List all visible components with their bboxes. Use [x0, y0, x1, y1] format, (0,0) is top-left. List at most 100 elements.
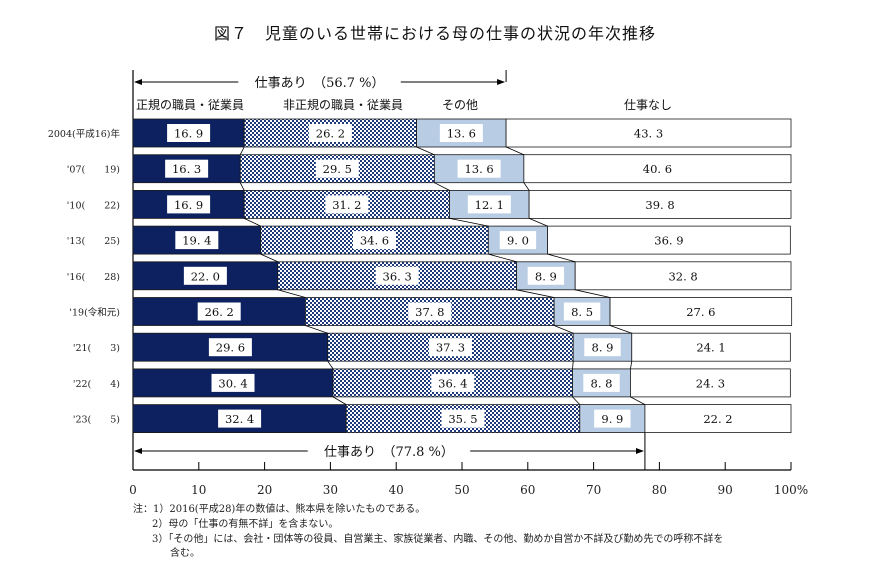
connector-line — [516, 289, 555, 298]
category-label: '21( 3) — [73, 343, 120, 354]
data-label: 34. 6 — [360, 234, 389, 248]
data-label-box — [352, 231, 396, 250]
work-total-bottom-label: 仕事あり （77.8 %） — [324, 445, 454, 460]
connector-line — [523, 182, 530, 191]
data-label: 24. 1 — [696, 341, 725, 355]
connector-line — [416, 146, 435, 156]
connector-line — [528, 218, 548, 227]
data-label-box — [175, 231, 219, 250]
connector-line — [244, 218, 261, 227]
data-label: 16. 9 — [174, 127, 203, 141]
connector-line — [239, 146, 245, 155]
chart-title: 図７ 児童のいる世帯における母の仕事の状況の年次推移 — [214, 24, 656, 43]
data-label: 29. 5 — [323, 162, 352, 176]
data-label: 32. 8 — [668, 269, 697, 283]
connector-line — [488, 253, 517, 263]
data-label-box — [211, 373, 255, 392]
bar-segment — [547, 225, 791, 255]
x-tick-label: 100% — [774, 483, 808, 497]
note-1: 注：1）2016(平成28)年の数値は、熊本県を除いたものである。 — [133, 504, 426, 515]
connector-line — [260, 253, 278, 263]
x-tick-label: 0 — [129, 483, 137, 497]
category-label: '22( 4) — [73, 379, 120, 390]
data-label: 19. 4 — [182, 234, 211, 248]
data-label-box — [594, 409, 631, 428]
data-label-box — [208, 338, 252, 357]
work-total-bottom-label-bg — [307, 442, 471, 460]
connector-line — [277, 289, 306, 298]
data-label: 16. 3 — [172, 162, 201, 176]
data-label: 35. 5 — [448, 412, 477, 426]
x-tick-label: 20 — [257, 483, 272, 497]
x-tick-label: 30 — [323, 483, 338, 497]
data-label-box — [375, 266, 419, 285]
connector-line — [572, 361, 574, 369]
connector-line — [449, 218, 489, 227]
bar-segment — [609, 297, 793, 326]
connector-line — [553, 325, 574, 334]
category-label: 2004(平成16)年 — [48, 128, 121, 140]
connector-line — [572, 396, 581, 405]
data-label-box — [308, 124, 352, 142]
data-label: 37. 3 — [436, 341, 465, 355]
data-label-box — [428, 338, 472, 357]
data-label: 22. 0 — [191, 269, 220, 283]
data-label-box — [197, 302, 241, 321]
bar-segment — [574, 261, 792, 291]
data-label: 16. 9 — [174, 198, 203, 212]
connector-line — [630, 396, 646, 405]
data-label: 27. 6 — [686, 305, 715, 319]
note-2: 2）母の「仕事の有無不詳」を含まない。 — [152, 519, 339, 530]
data-label-box — [441, 409, 485, 428]
bar-segment — [631, 332, 791, 362]
note-3: 3）「その他」には、会社・団体等の役員、自営業主、家族従業者、内職、その他、勤め… — [152, 534, 724, 545]
data-label: 13. 6 — [447, 127, 476, 141]
data-label: 30. 4 — [218, 376, 247, 390]
data-label-box — [183, 266, 227, 285]
data-label-box — [439, 124, 483, 142]
data-label-box — [167, 124, 211, 142]
data-label-box — [457, 159, 501, 178]
category-label: '13( 25) — [67, 236, 120, 247]
data-label: 8. 5 — [571, 305, 593, 319]
note-4: 含む。 — [170, 548, 200, 559]
data-label: 13. 6 — [464, 162, 493, 176]
category-label: '16( 28) — [67, 272, 120, 283]
bar-segment — [553, 297, 611, 326]
x-tick-label: 80 — [652, 483, 667, 497]
data-label-box — [408, 302, 452, 321]
x-tick-label: 10 — [191, 483, 206, 497]
connector-line — [609, 325, 632, 334]
category-label: '07( 19) — [67, 165, 120, 176]
data-label-box — [563, 302, 601, 321]
legend-label: その他 — [442, 98, 478, 112]
data-label-box — [325, 195, 369, 214]
work-total-top-label: 仕事あり （56.7 %） — [255, 76, 385, 91]
connector-line — [505, 146, 525, 156]
data-label: 26. 2 — [316, 127, 345, 141]
data-label-box — [467, 195, 511, 214]
data-label: 22. 2 — [703, 412, 732, 426]
bar-segment — [505, 118, 792, 148]
x-tick-label: 50 — [454, 483, 469, 497]
data-label-box — [527, 266, 565, 285]
data-label: 36. 3 — [383, 269, 412, 283]
data-label-box — [315, 159, 359, 178]
bar-segment — [630, 368, 791, 398]
data-label: 39. 8 — [645, 198, 674, 212]
data-label: 31. 2 — [332, 198, 361, 212]
category-label: '19(令和元) — [69, 307, 120, 319]
x-tick-label: 60 — [520, 483, 535, 497]
x-tick-label: 90 — [718, 483, 733, 497]
connector-line — [305, 325, 328, 334]
bar-segment — [528, 189, 792, 219]
data-label: 37. 8 — [415, 305, 444, 319]
bar-segment — [523, 154, 792, 184]
data-label: 8. 9 — [535, 269, 557, 283]
data-label: 40. 6 — [643, 162, 672, 176]
data-label: 9. 9 — [601, 412, 623, 426]
x-tick-label: 40 — [389, 483, 404, 497]
data-label: 12. 1 — [475, 198, 504, 212]
